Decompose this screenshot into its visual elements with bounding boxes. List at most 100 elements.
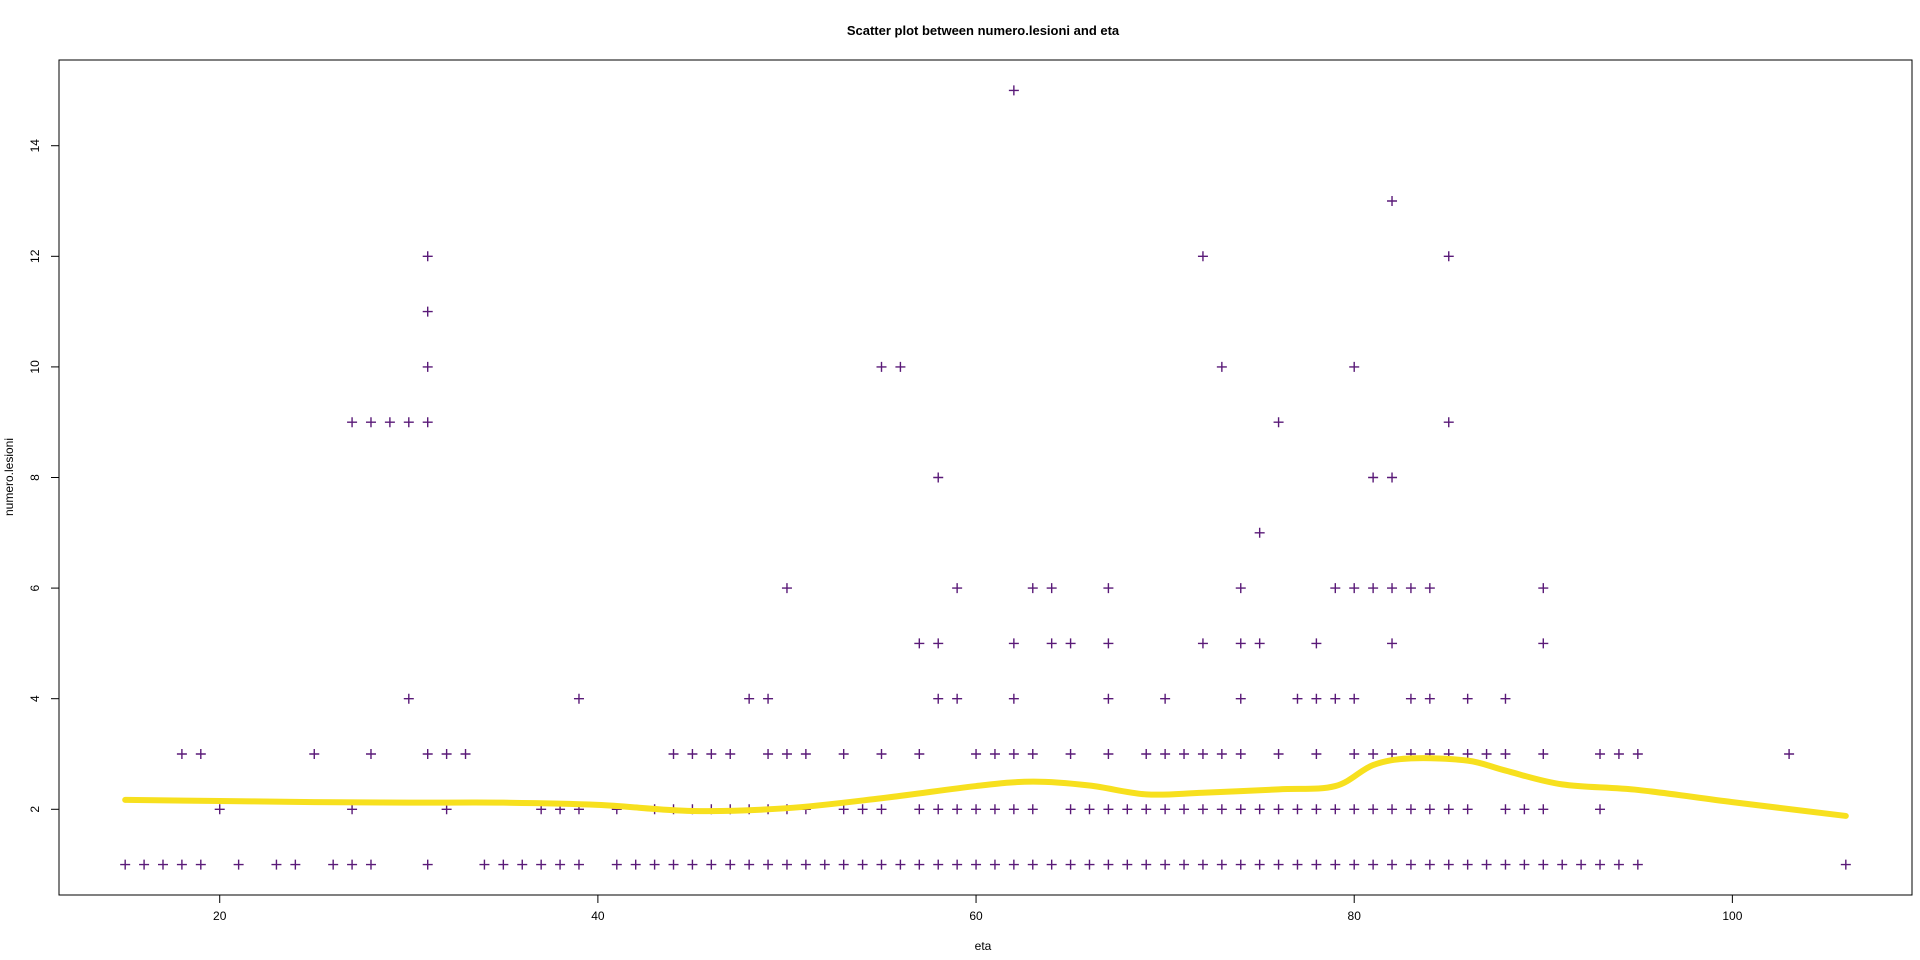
data-point <box>1197 638 1208 649</box>
data-points <box>120 85 1851 870</box>
data-point <box>403 693 414 704</box>
data-point <box>1368 859 1379 870</box>
data-point <box>952 804 963 815</box>
data-point <box>365 859 376 870</box>
data-point <box>1387 638 1398 649</box>
x-tick-label: 20 <box>213 909 227 923</box>
data-point <box>914 859 925 870</box>
data-point <box>1632 748 1643 759</box>
data-point <box>498 859 509 870</box>
data-point <box>1840 859 1851 870</box>
data-point <box>630 859 641 870</box>
data-point <box>347 804 358 815</box>
data-point <box>876 748 887 759</box>
data-point <box>1387 472 1398 483</box>
data-point <box>1462 748 1473 759</box>
data-point <box>1160 804 1171 815</box>
data-point <box>309 748 320 759</box>
data-point <box>1462 693 1473 704</box>
data-point <box>1008 693 1019 704</box>
data-point <box>1424 583 1435 594</box>
data-point <box>1103 804 1114 815</box>
data-point <box>1368 583 1379 594</box>
y-tick-label: 2 <box>28 806 42 813</box>
data-point <box>1424 804 1435 815</box>
data-point <box>1443 417 1454 428</box>
data-point <box>441 748 452 759</box>
data-point <box>422 361 433 372</box>
x-axis: 20 40 60 80 100 <box>213 895 1743 923</box>
data-point <box>120 859 131 870</box>
data-point <box>1141 748 1152 759</box>
data-point <box>1084 859 1095 870</box>
chart-title: Scatter plot between numero.lesioni and … <box>847 23 1120 38</box>
data-point <box>1179 748 1190 759</box>
data-point <box>725 748 736 759</box>
data-point <box>1103 583 1114 594</box>
y-tick-label: 4 <box>28 695 42 702</box>
data-point <box>1538 583 1549 594</box>
data-point <box>895 361 906 372</box>
data-point <box>1500 804 1511 815</box>
data-point <box>1519 804 1530 815</box>
data-point <box>384 417 395 428</box>
data-point <box>176 859 187 870</box>
y-tick-label: 14 <box>28 139 42 153</box>
data-point <box>876 804 887 815</box>
data-point <box>914 748 925 759</box>
data-point <box>1349 583 1360 594</box>
data-point <box>687 748 698 759</box>
x-tick-label: 80 <box>1348 909 1362 923</box>
data-point <box>1613 748 1624 759</box>
data-point <box>1141 804 1152 815</box>
data-point <box>365 748 376 759</box>
data-point <box>989 748 1000 759</box>
data-point <box>1311 804 1322 815</box>
data-point <box>1160 748 1171 759</box>
data-point <box>1387 859 1398 870</box>
data-point <box>422 251 433 262</box>
data-point <box>744 693 755 704</box>
data-point <box>1387 196 1398 207</box>
data-point <box>1443 251 1454 262</box>
data-point <box>744 859 755 870</box>
data-point <box>725 859 736 870</box>
data-point <box>914 638 925 649</box>
y-axis: 2 4 6 8 10 12 14 <box>28 139 59 813</box>
data-point <box>1235 748 1246 759</box>
data-point <box>1046 859 1057 870</box>
smooth-trend-line <box>122 755 1849 819</box>
data-point <box>1784 748 1795 759</box>
data-point <box>1254 804 1265 815</box>
data-point <box>1538 748 1549 759</box>
data-point <box>233 859 244 870</box>
data-point <box>668 748 679 759</box>
data-point <box>460 748 471 759</box>
data-point <box>1405 859 1416 870</box>
data-point <box>1595 748 1606 759</box>
data-point <box>952 859 963 870</box>
data-point <box>1027 583 1038 594</box>
data-point <box>422 306 433 317</box>
data-point <box>1557 859 1568 870</box>
data-point <box>971 859 982 870</box>
data-point <box>1500 748 1511 759</box>
data-point <box>838 748 849 759</box>
data-point <box>139 859 150 870</box>
data-point <box>1368 804 1379 815</box>
data-point <box>1254 638 1265 649</box>
data-point <box>1235 804 1246 815</box>
data-point <box>328 859 339 870</box>
data-point <box>971 804 982 815</box>
data-point <box>1103 638 1114 649</box>
data-point <box>1103 693 1114 704</box>
data-point <box>347 417 358 428</box>
data-point <box>706 748 717 759</box>
data-point <box>1273 748 1284 759</box>
data-point <box>403 417 414 428</box>
data-point <box>781 583 792 594</box>
data-point <box>422 748 433 759</box>
data-point <box>195 859 206 870</box>
data-point <box>611 859 622 870</box>
